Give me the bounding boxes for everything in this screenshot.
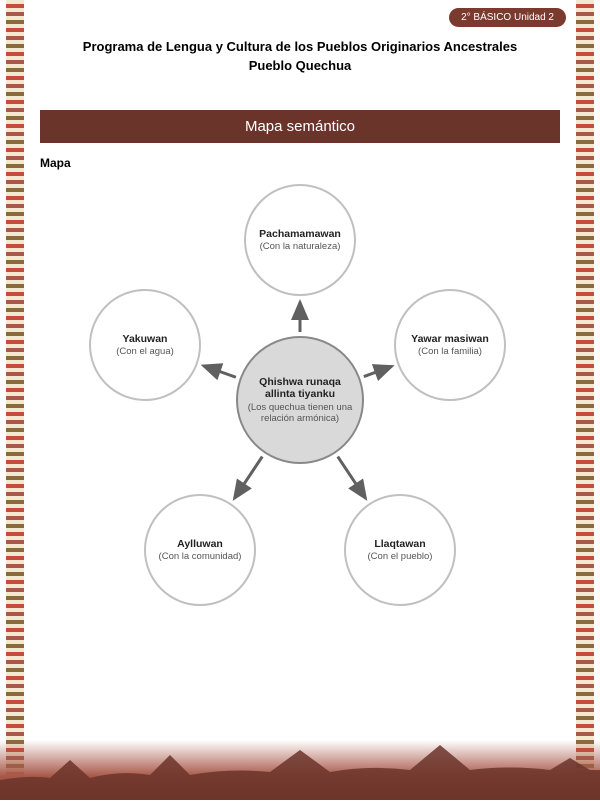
outer-node-4: Yakuwan(Con el agua): [89, 289, 201, 401]
header: Programa de Lengua y Cultura de los Pueb…: [30, 38, 570, 73]
outer-node-3: Aylluwan(Con la comunidad): [144, 494, 256, 606]
subtitle: Pueblo Quechua: [30, 58, 570, 73]
arrow-2: [338, 457, 366, 499]
arrow-3: [234, 457, 262, 499]
outer-node-sub: (Con el pueblo): [368, 551, 433, 562]
arrow-1: [364, 366, 392, 376]
outer-node-2: Llaqtawan(Con el pueblo): [344, 494, 456, 606]
center-node: Qhishwa runaqa allinta tiyanku(Los quech…: [236, 336, 364, 464]
mapa-label: Mapa: [40, 156, 71, 170]
footer-decoration: [0, 740, 600, 800]
center-node-sub: (Los quechua tienen una relación armónic…: [244, 402, 356, 425]
outer-node-title: Pachamamawan: [259, 228, 341, 241]
outer-node-sub: (Con la comunidad): [159, 551, 242, 562]
outer-node-0: Pachamamawan(Con la naturaleza): [244, 184, 356, 296]
semantic-map-diagram: Qhishwa runaqa allinta tiyanku(Los quech…: [40, 180, 560, 620]
outer-node-title: Aylluwan: [177, 538, 223, 551]
arrow-4: [203, 366, 235, 378]
main-title: Programa de Lengua y Cultura de los Pueb…: [30, 38, 570, 56]
outer-node-sub: (Con el agua): [116, 346, 174, 357]
section-title-bar: Mapa semántico: [40, 110, 560, 143]
outer-node-1: Yawar masiwan(Con la familia): [394, 289, 506, 401]
footer-silhouette: [0, 740, 600, 800]
unit-badge: 2° BÁSICO Unidad 2: [449, 8, 566, 27]
outer-node-title: Yawar masiwan: [411, 333, 489, 346]
center-node-title: Qhishwa runaqa allinta tiyanku: [244, 376, 356, 401]
decorative-border-right: [576, 0, 594, 800]
outer-node-title: Yakuwan: [123, 333, 168, 346]
outer-node-sub: (Con la familia): [418, 346, 482, 357]
outer-node-title: Llaqtawan: [374, 538, 425, 551]
decorative-border-left: [6, 0, 24, 800]
outer-node-sub: (Con la naturaleza): [260, 241, 341, 252]
